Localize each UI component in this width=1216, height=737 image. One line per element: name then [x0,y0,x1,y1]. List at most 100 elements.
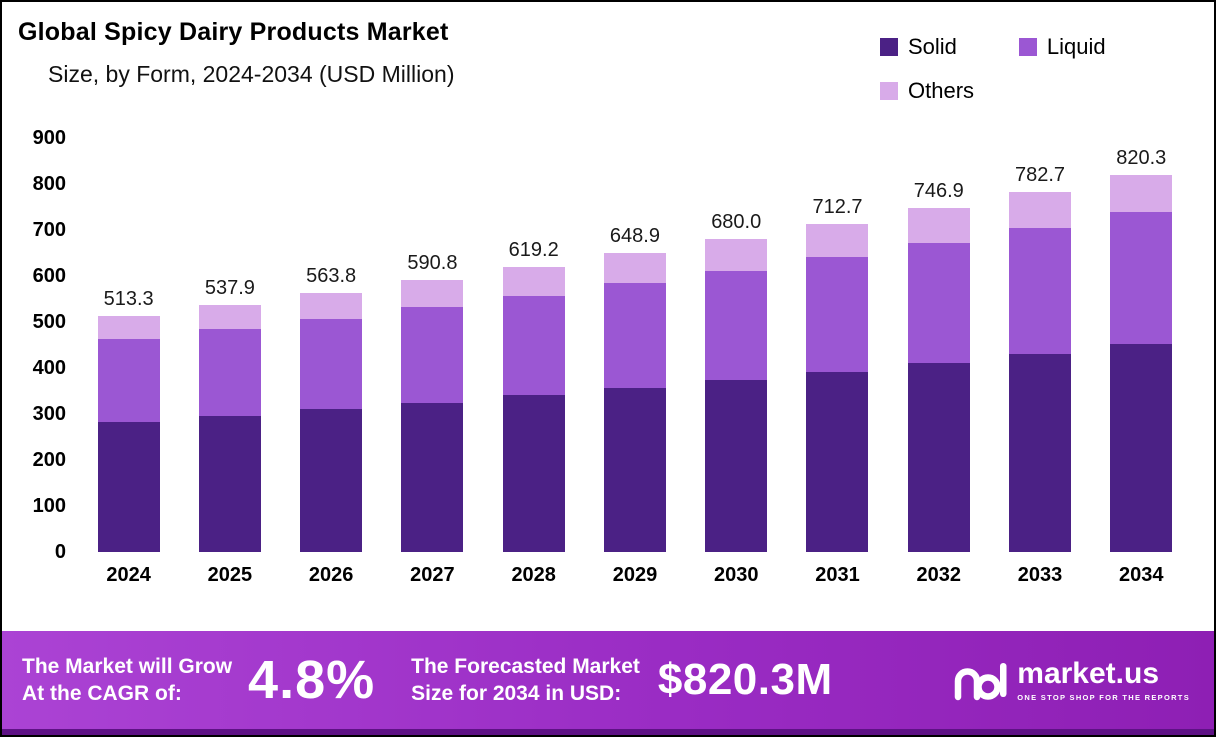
stacked-bar [1110,174,1173,552]
bar-total-label: 680.0 [711,211,762,234]
bar-segment-others [603,253,666,284]
legend-item-solid: Solid [880,34,957,60]
x-axis-label: 2024 [106,564,151,586]
brand-name: market.us [1017,656,1160,690]
legend-label: Others [908,78,975,103]
brand-tagline: ONE STOP SHOP FOR THE REPORTS [1017,692,1190,702]
stacked-bar [1009,192,1072,552]
x-axis-label: 2025 [207,564,253,586]
plot-area: 513.3 2024 537.9 2025 563.8 2026 590.8 2027 619.… [78,148,1192,586]
bar-segment-solid [1009,354,1072,552]
x-axis-label: 2027 [410,564,455,586]
bar-segment-liquid [1110,212,1173,345]
brand-text: market.us ONE STOP SHOP FOR THE REPORTS [1017,656,1190,702]
stacked-bar [300,292,363,552]
market-us-logo-icon [955,663,1007,701]
bar-segment-others [705,239,768,271]
bar-total-label: 563.8 [306,264,357,287]
bar-segment-others [907,208,970,243]
y-axis-label: 400 [32,357,66,379]
bar-total-label: 619.2 [508,239,559,262]
stacked-bar [603,253,666,552]
bar-column-2031: 712.7 2031 [787,148,888,586]
y-axis-label: 300 [32,403,66,426]
x-axis-label: 2033 [1017,564,1063,586]
y-axis-label: 200 [32,449,66,471]
legend-swatch-solid [880,38,898,56]
bar-total-label: 513.3 [103,287,154,310]
chart-section: Global Spicy Dairy Products Market Size,… [2,2,1214,631]
y-axis-label: 900 [32,127,66,149]
x-axis-label: 2026 [308,564,354,586]
stacked-bar [502,267,565,552]
bar-column-2032: 746.9 2032 [888,148,989,586]
bar-segment-liquid [705,270,768,380]
legend: Solid Liquid Others [880,34,1180,104]
forecast-label: The Forecasted Market Size for 2034 in U… [411,653,640,708]
bar-segment-liquid [300,318,363,410]
bar-segment-solid [806,371,869,552]
stacked-bar [198,304,261,552]
x-axis-label: 2034 [1119,564,1164,586]
legend-item-others: Others [880,78,974,104]
forecast-label-line1: The Forecasted Market [411,654,640,678]
stacked-bar [907,208,970,552]
x-axis-label: 2032 [916,564,962,586]
legend-label: Solid [908,34,957,59]
cagr-value: 4.8% [248,650,376,710]
bar-segment-liquid [198,329,261,416]
legend-item-liquid: Liquid [1018,34,1106,60]
bar-segment-solid [1110,344,1173,552]
cagr-label: The Market will Grow At the CAGR of: [22,653,232,708]
stacked-bar [401,280,464,552]
bar-total-label: 712.7 [812,196,863,219]
bar-segment-solid [907,363,970,552]
y-axis: 0 100 200 300 400 500 600 700 800 900 [12,128,78,562]
bar-column-2028: 619.2 2028 [483,148,584,586]
bar-total-label: 590.8 [407,252,458,275]
x-axis-label: 2028 [511,564,556,586]
brand-block: market.us ONE STOP SHOP FOR THE REPORTS [953,657,1194,703]
bar-segment-solid [300,409,363,552]
bar-segment-others [198,304,261,330]
y-axis-label: 800 [32,173,66,195]
bar-column-2033: 782.7 2033 [989,148,1090,586]
chart-area: 0 100 200 300 400 500 600 700 800 900 513.3 2024 53… [12,128,1192,586]
y-axis-label: 700 [32,219,66,241]
legend-swatch-others [880,82,898,100]
bar-total-label: 648.9 [609,225,660,248]
bar-column-2027: 590.8 2027 [382,148,483,586]
legend-label: Liquid [1046,34,1106,59]
bottom-strip [2,729,1214,735]
y-axis-label: 100 [32,495,66,517]
bar-column-2029: 648.9 2029 [584,148,685,586]
bar-column-2026: 563.8 2026 [281,148,382,586]
bar-column-2024: 513.3 2024 [78,148,179,586]
stacked-bar [806,224,869,552]
bar-segment-liquid [1009,228,1072,354]
chart-title: Global Spicy Dairy Products Market [18,18,449,46]
x-axis-label: 2029 [612,564,658,586]
bar-segment-others [806,224,869,258]
bar-total-label: 782.7 [1014,164,1066,186]
y-axis-label: 500 [32,311,66,333]
bar-segment-liquid [401,307,464,403]
bar-segment-others [401,280,464,308]
legend-swatch-liquid [1018,38,1037,56]
bar-column-2025: 537.9 2025 [179,148,280,586]
y-axis-label: 0 [54,541,66,563]
forecast-label-line2: Size for 2034 in USD: [411,682,622,705]
chart-subtitle: Size, by Form, 2024-2034 (USD Million) [48,61,455,87]
bar-segment-solid [502,395,565,552]
bar-segment-solid [97,422,160,552]
stacked-bar [97,315,160,552]
bar-segment-solid [198,415,261,552]
bar-segment-liquid [502,295,565,396]
y-axis-label: 600 [32,265,66,288]
bar-segment-others [1009,192,1072,228]
forecast-value: $820.3M [657,655,833,704]
bar-column-2030: 680.0 2030 [686,148,787,586]
bar-total-label: 820.3 [1116,146,1167,169]
stacked-bar [705,239,768,552]
bar-segment-others [502,267,565,296]
